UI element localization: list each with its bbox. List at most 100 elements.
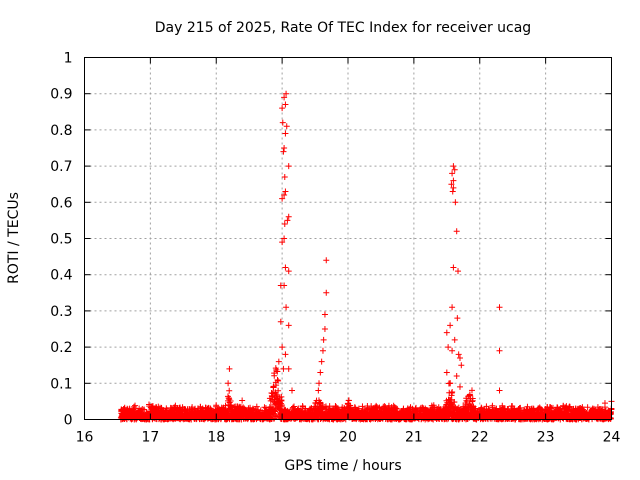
y-tick-label: 0.5 [50, 232, 72, 248]
data-point [447, 322, 454, 329]
data-point [281, 173, 288, 180]
data-point [316, 380, 323, 387]
x-tick-label: 24 [603, 430, 621, 446]
y-tick-label: 1 [64, 51, 73, 67]
data-point [451, 336, 458, 343]
y-tick-label: 0.4 [50, 268, 72, 284]
data-point [289, 387, 296, 394]
data-point [279, 195, 286, 202]
data-point [584, 404, 591, 411]
data-point [321, 326, 328, 332]
y-tick-label: 0.9 [50, 87, 72, 103]
x-tick-label: 17 [141, 430, 159, 446]
data-point [274, 377, 281, 384]
data-point [601, 400, 608, 407]
data-point [282, 130, 289, 137]
data-point [282, 101, 289, 108]
data-point [443, 329, 450, 336]
data-point [273, 391, 280, 398]
data-point [456, 383, 463, 390]
data-point [321, 311, 328, 318]
data-point [285, 322, 292, 329]
data-point [279, 105, 286, 112]
data-point [282, 188, 289, 195]
data-point [449, 389, 456, 396]
data-point [225, 380, 232, 387]
data-point [450, 184, 457, 191]
data-point [452, 199, 459, 206]
data-point [279, 239, 286, 246]
data-point [239, 397, 246, 404]
data-point [280, 365, 287, 372]
data-point [261, 404, 268, 411]
data-point [282, 264, 289, 271]
data-point [547, 404, 554, 411]
y-tick-label: 0.1 [50, 376, 72, 392]
data-point [285, 268, 292, 275]
data-point [275, 387, 282, 394]
data-point [448, 181, 455, 188]
x-tick-label: 23 [537, 430, 555, 446]
data-point [275, 358, 282, 365]
data-point [499, 402, 506, 409]
data-point [222, 402, 229, 409]
x-tick-label: 21 [405, 430, 423, 446]
data-point [285, 213, 292, 220]
data-point [496, 347, 503, 354]
data-point [449, 188, 456, 195]
x-tick-label: 20 [339, 430, 357, 446]
data-point [345, 397, 352, 404]
data-point [455, 268, 462, 275]
data-point [355, 405, 362, 412]
x-tick-label: 18 [207, 430, 225, 446]
x-axis-title: GPS time / hours [284, 458, 401, 474]
data-point [496, 304, 503, 311]
data-point [226, 387, 233, 394]
x-tick-label: 22 [471, 430, 489, 446]
data-point [320, 336, 327, 343]
data-point [275, 377, 282, 384]
data-point [450, 177, 457, 184]
data-point [445, 344, 452, 351]
data-point [449, 347, 456, 354]
data-point [453, 373, 460, 380]
data-point [319, 404, 326, 411]
data-point [274, 368, 281, 375]
data-point [273, 382, 280, 389]
data-point [283, 304, 290, 311]
data-point [283, 90, 290, 97]
y-tick-label: 0.3 [50, 304, 72, 320]
data-point [455, 351, 462, 358]
data-point [450, 163, 457, 170]
data-point [454, 315, 461, 322]
data-point [323, 257, 330, 264]
data-point [130, 403, 137, 410]
data-point [283, 123, 290, 130]
data-point [451, 166, 458, 173]
x-tick-label: 19 [273, 430, 291, 446]
data-points [117, 90, 615, 423]
data-point [447, 380, 454, 387]
data-point [279, 402, 286, 409]
data-point [282, 351, 289, 358]
data-point [450, 264, 457, 271]
data-point [319, 347, 326, 354]
y-axis-title: ROTI / TECUs [6, 192, 22, 284]
data-point [279, 344, 286, 351]
data-point [458, 362, 465, 369]
data-point [281, 221, 288, 228]
data-point [285, 365, 292, 372]
data-point [281, 145, 288, 151]
data-point [496, 387, 503, 394]
y-tick-label: 0 [64, 413, 73, 429]
data-point [253, 403, 260, 410]
data-point [317, 369, 324, 376]
data-point [281, 235, 288, 242]
data-point [376, 404, 383, 411]
data-point [323, 289, 330, 296]
x-tick-labels: 16 17 18 19 20 21 22 23 24 [76, 430, 621, 446]
data-point [280, 148, 287, 155]
data-point [443, 369, 450, 376]
data-point [469, 397, 476, 404]
